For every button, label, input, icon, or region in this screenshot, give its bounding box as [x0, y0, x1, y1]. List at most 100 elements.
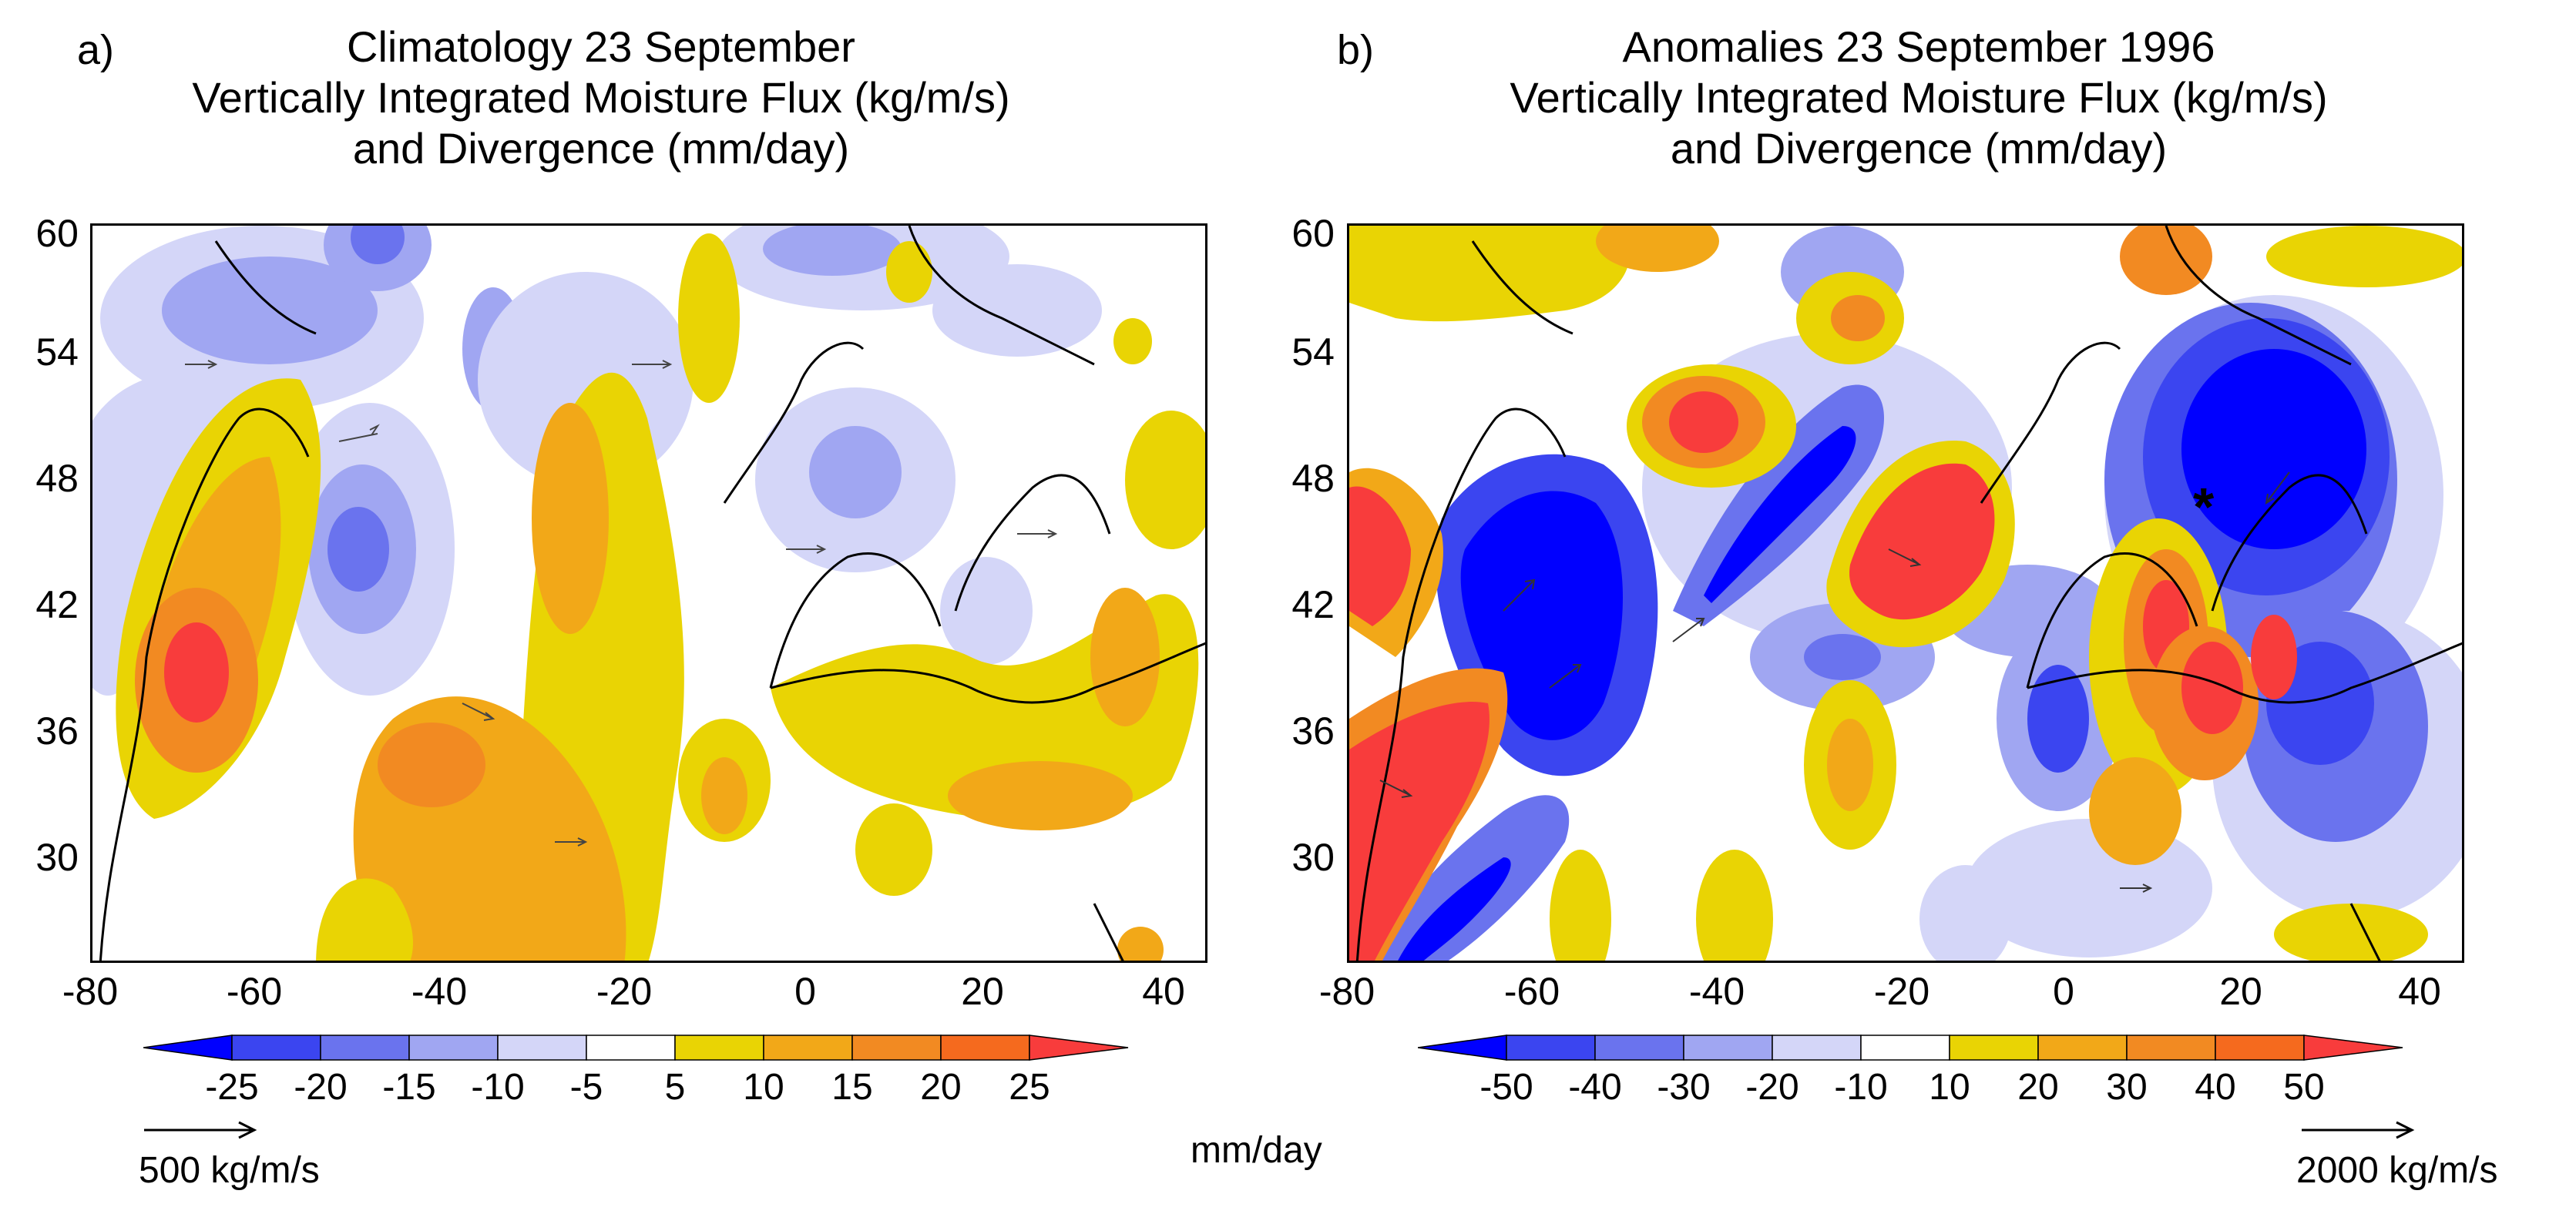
- panel-b-positive-regions: [1349, 226, 2462, 961]
- panel-b-field: [1349, 226, 2462, 961]
- panel-b-ytick: 54: [1291, 330, 1335, 374]
- coastline: [2027, 642, 2462, 704]
- pos-region: [1349, 486, 1411, 626]
- panel-b-reference-vector-label: 2000 kg/m/s: [2296, 1150, 2498, 1191]
- pos-region: [1113, 318, 1152, 364]
- flux-vector: [555, 837, 588, 847]
- neg-region: [1704, 426, 1856, 603]
- panel-a-ytick: 54: [35, 330, 79, 374]
- pos-region: [948, 761, 1133, 830]
- neg-region: [2181, 349, 2366, 549]
- colorbar-swatch: [143, 1035, 233, 1061]
- panel-a-xtick: -20: [596, 970, 653, 1013]
- panel-a-map: [90, 223, 1207, 963]
- panel-a-title-line2: Vertically Integrated Moisture Flux (kg/…: [192, 73, 1010, 122]
- neg-region: [763, 226, 902, 276]
- panel-a-reference-vector-arrow: [144, 1121, 257, 1139]
- coastline: [2211, 474, 2368, 612]
- pos-region: [1349, 702, 1490, 961]
- panel-a-title: Climatology 23 September Vertically Inte…: [100, 22, 1102, 174]
- pos-region: [2274, 904, 2428, 961]
- pos-region: [886, 241, 932, 303]
- pos-region: [164, 622, 229, 723]
- pos-region: [1125, 411, 1205, 549]
- colorbar-swatch: [1029, 1035, 1129, 1061]
- pos-region: [1349, 226, 1631, 322]
- panel-a-colorbar-label: 25: [1009, 1067, 1050, 1108]
- neg-region: [2027, 665, 2089, 773]
- panel-a-ytick: 60: [35, 212, 79, 255]
- flux-vector: [2120, 884, 2153, 893]
- neg-region: [1919, 865, 2012, 961]
- pos-region: [1669, 391, 1738, 453]
- panel-b-ytick: 30: [1291, 836, 1335, 879]
- panel-b-xtick: -20: [1873, 970, 1930, 1013]
- coastline: [99, 407, 310, 961]
- panel-a-positive-regions: [116, 233, 1205, 961]
- panel-b-colorbar-label: 30: [2106, 1067, 2148, 1108]
- panel-b-title-line1: Anomalies 23 September 1996: [1622, 22, 2215, 71]
- panel-b-colorbar-label: -40: [1568, 1067, 1622, 1108]
- colorbar-swatch: [586, 1035, 676, 1061]
- coastline: [2165, 226, 2352, 366]
- panel-b-reference-vector-arrow: [2302, 1121, 2415, 1139]
- panel-a-ytick: 36: [35, 709, 79, 753]
- colorbar-swatch: [231, 1035, 321, 1061]
- panel-b-colorbar-label: -30: [1657, 1067, 1711, 1108]
- panel-a-reference-vector-label: 500 kg/m/s: [139, 1150, 320, 1191]
- panel-a-xtick: -40: [411, 970, 468, 1013]
- panel-a-field: [92, 226, 1205, 961]
- panel-b-colorbar-label: -20: [1745, 1067, 1799, 1108]
- pos-region: [855, 803, 932, 896]
- panel-a-ytick: 48: [35, 457, 79, 500]
- panel-b-flux-vectors: [1379, 471, 2290, 893]
- panel-b-title: Anomalies 23 September 1996 Vertically I…: [1356, 22, 2481, 174]
- panel-a-title-line1: Climatology 23 September: [347, 22, 855, 71]
- panel-a-xtick: -60: [226, 970, 283, 1013]
- panel-a-xtick: -80: [62, 970, 119, 1013]
- pos-region: [1090, 588, 1160, 726]
- pos-region: [2120, 226, 2212, 295]
- neg-region: [940, 557, 1033, 665]
- colorbar-swatch: [1594, 1035, 1684, 1061]
- coastline: [954, 474, 1111, 612]
- pos-region: [1117, 927, 1164, 961]
- panel-a-colorbar-label: -20: [294, 1067, 348, 1108]
- panel-b-xtick: 0: [2053, 970, 2074, 1013]
- panel-b-location-marker: *: [2193, 477, 2215, 537]
- colorbar-swatch: [851, 1035, 942, 1061]
- panel-b-ytick: 36: [1291, 709, 1335, 753]
- coastline: [1980, 341, 2121, 504]
- pos-region: [378, 723, 485, 807]
- colorbar-swatch: [763, 1035, 853, 1061]
- neg-region: [1398, 857, 1511, 961]
- pos-region: [532, 403, 609, 634]
- neg-region: [932, 264, 1102, 357]
- panel-a-colorbar-label: 10: [743, 1067, 784, 1108]
- panel-a-xtick: 0: [794, 970, 816, 1013]
- panel-a-flux-vectors: [185, 360, 1058, 847]
- panel-a-colorbar: [143, 1035, 1129, 1061]
- coastline: [1471, 240, 1573, 335]
- colorbar-swatch: [2215, 1035, 2305, 1061]
- pos-region: [678, 233, 740, 403]
- panel-a-colorbar-label: -25: [205, 1067, 259, 1108]
- pos-region: [701, 757, 747, 834]
- colorbar-swatch: [1949, 1035, 2039, 1061]
- colorbar-swatch: [2303, 1035, 2403, 1061]
- colorbar-swatch: [674, 1035, 764, 1061]
- panel-b-xtick: -80: [1318, 970, 1375, 1013]
- panel-a-ytick: 42: [35, 583, 79, 626]
- panel-a-xtick: 40: [1142, 970, 1185, 1013]
- panel-b-colorbar-label: 10: [1929, 1067, 1970, 1108]
- panel-a-xtick: 20: [961, 970, 1004, 1013]
- panel-b-colorbar-label: -50: [1479, 1067, 1533, 1108]
- panel-b-colorbar: [1418, 1035, 2403, 1061]
- pos-region: [1831, 295, 1885, 341]
- panel-b-colorbar-label: -10: [1834, 1067, 1888, 1108]
- flux-vector: [462, 703, 495, 721]
- panel-b-colorbar-label: 50: [2283, 1067, 2325, 1108]
- colorbar-swatch: [1418, 1035, 1507, 1061]
- panel-a-negative-regions: [92, 226, 1102, 696]
- pos-region: [2089, 757, 2181, 865]
